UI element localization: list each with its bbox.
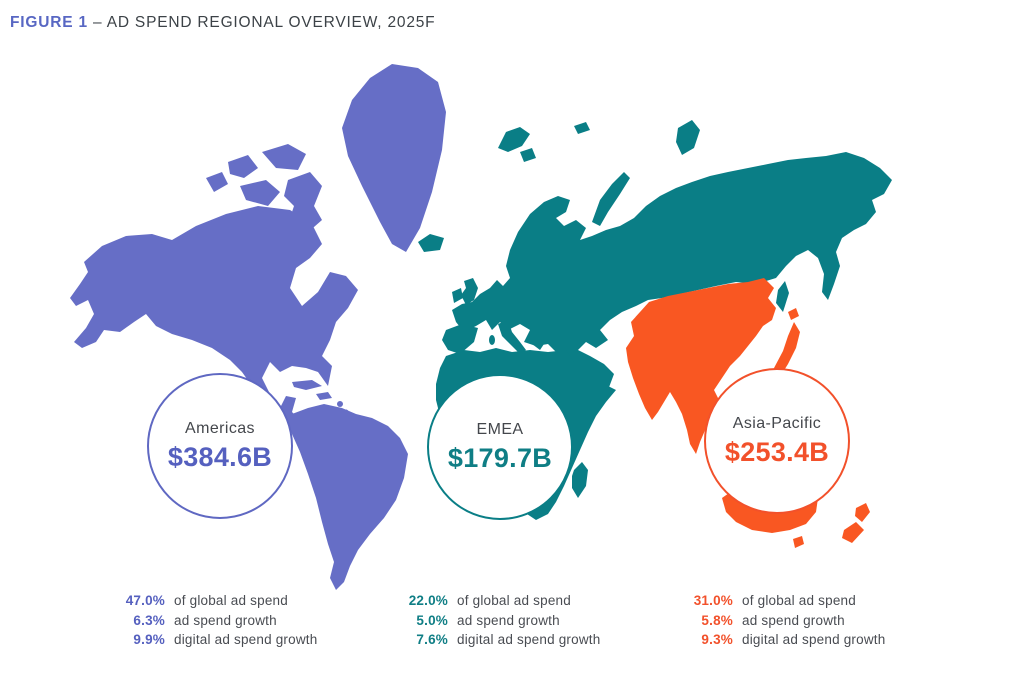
stat-value: 5.0% — [416, 612, 448, 628]
landmass-north-america — [70, 206, 358, 442]
asia-pacific-stats: 31.0% of global ad spend 5.8% ad spend g… — [681, 593, 886, 652]
landmass-arctic-islands — [206, 144, 322, 234]
stat-label: digital ad spend growth — [457, 632, 601, 647]
stat-label: ad spend growth — [742, 612, 845, 628]
landmass-south-asia — [626, 278, 776, 454]
emea-bubble — [427, 374, 573, 520]
landmass-sakhalin — [776, 281, 789, 312]
title-dash: – — [93, 14, 103, 31]
stat-value: 31.0% — [693, 593, 733, 608]
stat-value: 22.0% — [408, 593, 448, 608]
landmass-madagascar — [572, 462, 588, 498]
stat-row: 9.3% digital ad spend growth — [681, 632, 885, 652]
landmass-novaya-zemlya — [592, 172, 630, 226]
landmass-greenland — [342, 64, 446, 252]
landmass-south-america — [288, 404, 408, 590]
stat-label: of global ad spend — [742, 593, 856, 608]
emea-stats: 22.0% of global ad spend 5.0% ad spend g… — [396, 593, 601, 652]
stat-value: 9.9% — [133, 632, 165, 647]
stat-row: 31.0% of global ad spend — [681, 593, 885, 613]
landmass-svalbard — [498, 127, 536, 162]
landmass-italy — [498, 320, 526, 354]
landmass-sardinia — [489, 335, 495, 345]
americas-bubble — [147, 373, 293, 519]
landmass-tasmania — [793, 536, 804, 548]
stat-label: digital ad spend growth — [742, 632, 886, 647]
landmass-iberia — [442, 324, 478, 354]
stat-value: 7.6% — [416, 632, 448, 647]
stat-value: 9.3% — [701, 632, 733, 647]
figure-number: FIGURE 1 — [10, 14, 88, 31]
landmass-caribbean — [292, 380, 332, 400]
landmass-ireland — [452, 288, 463, 303]
landmass-eurasia — [452, 152, 892, 410]
stat-row: 5.8% ad spend growth — [681, 613, 885, 633]
landmass-uk — [461, 278, 478, 305]
stat-row: 9.9% digital ad spend growth — [113, 632, 317, 652]
stat-label: of global ad spend — [457, 593, 571, 608]
landmass-franz-josef — [574, 122, 590, 134]
stat-label: digital ad spend growth — [174, 632, 318, 647]
figure-title: FIGURE 1 – AD SPEND REGIONAL OVERVIEW, 2… — [10, 14, 435, 32]
stat-label: ad spend growth — [457, 612, 560, 628]
stat-row: 6.3% ad spend growth — [113, 613, 317, 633]
stat-row: 47.0% of global ad spend — [113, 593, 317, 613]
stat-value: 47.0% — [125, 593, 165, 608]
landmass-greece — [532, 328, 548, 350]
title-text: AD SPEND REGIONAL OVERVIEW, 2025F — [106, 14, 436, 31]
map-region-americas — [70, 64, 446, 590]
landmass-new-zealand — [842, 503, 870, 543]
asia-pacific-bubble — [704, 368, 850, 514]
stat-label: of global ad spend — [174, 593, 288, 608]
landmass-severnaya-zemlya — [676, 120, 700, 155]
stat-value: 6.3% — [133, 612, 165, 628]
stat-row: 7.6% digital ad spend growth — [396, 632, 600, 652]
americas-stats: 47.0% of global ad spend 6.3% ad spend g… — [113, 593, 318, 652]
stat-value: 5.8% — [701, 612, 733, 628]
caribbean-island — [337, 401, 343, 407]
stat-row: 5.0% ad spend growth — [396, 613, 600, 633]
landmass-iceland — [418, 234, 444, 252]
stat-row: 22.0% of global ad spend — [396, 593, 600, 613]
stat-label: ad spend growth — [174, 612, 277, 628]
